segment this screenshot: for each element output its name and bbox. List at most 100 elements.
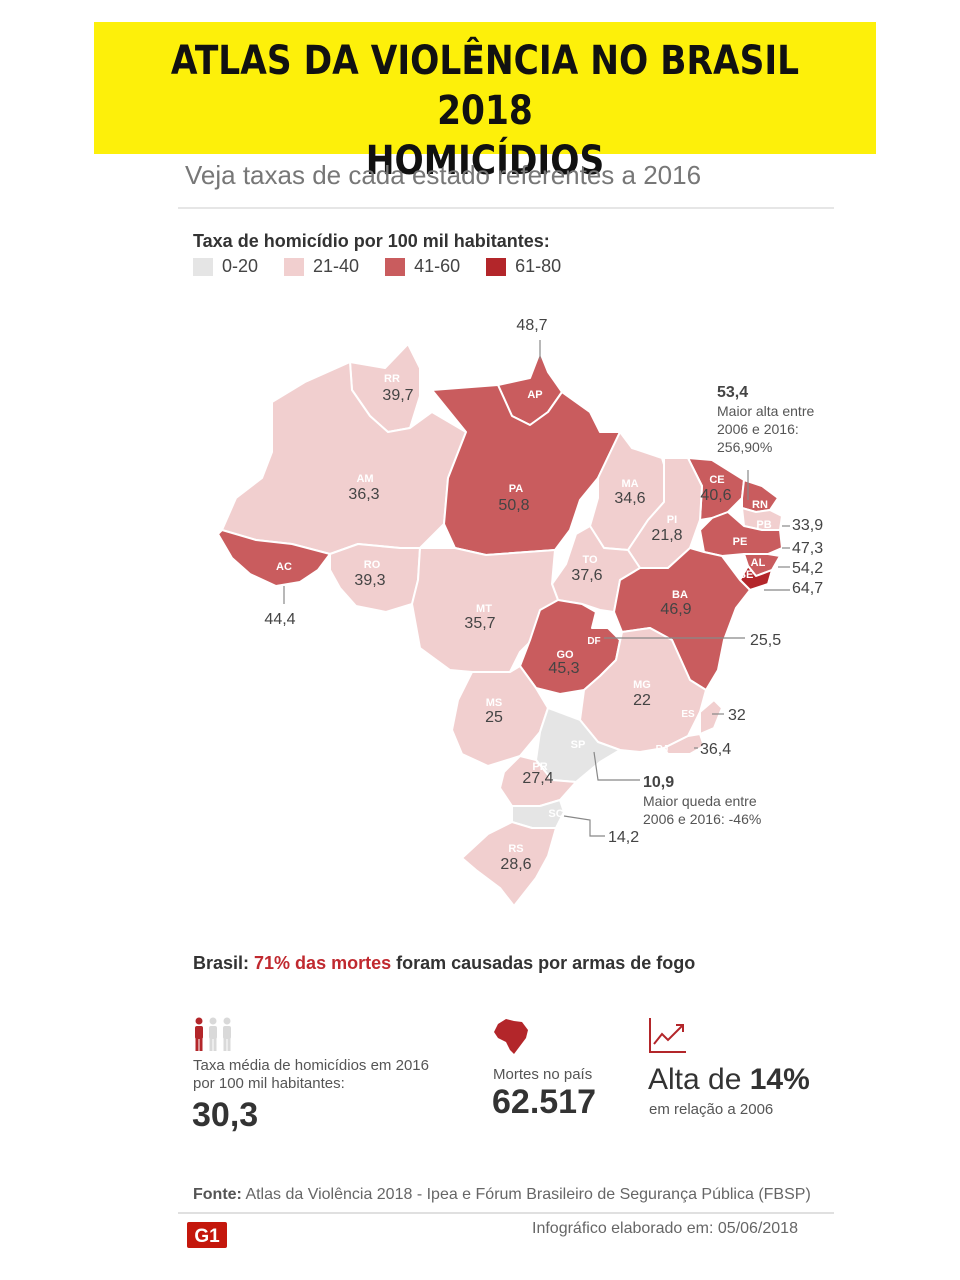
state-rate-pi: 21,8 bbox=[651, 527, 682, 544]
state-abbr-rj: RJ bbox=[656, 744, 669, 755]
legend-label: 41-60 bbox=[414, 256, 461, 276]
legend-label: 0-20 bbox=[222, 256, 259, 276]
state-ms bbox=[451, 665, 549, 767]
state-abbr-pe: PE bbox=[733, 536, 748, 548]
state-abbr-am: AM bbox=[356, 473, 373, 485]
state-rate-pr: 27,4 bbox=[522, 770, 553, 787]
deaths-value: 62.517 bbox=[492, 1083, 596, 1121]
state-abbr-se: SE bbox=[739, 569, 754, 581]
state-rate-pe: 47,3 bbox=[792, 540, 823, 557]
brazil-map-icon bbox=[494, 1019, 528, 1054]
legend-swatch bbox=[284, 257, 305, 276]
avg-rate-label-2: por 100 mil habitantes: bbox=[193, 1075, 345, 1092]
state-abbr-mt: MT bbox=[476, 603, 492, 615]
avg-rate-value: 30,3 bbox=[192, 1096, 259, 1134]
state-mg bbox=[579, 627, 707, 753]
banner-subtitle: HOMICÍDIOS bbox=[365, 138, 605, 184]
state-rate-am: 36,3 bbox=[348, 486, 379, 503]
state-rate-sc: 14,2 bbox=[608, 829, 639, 846]
state-rs bbox=[461, 821, 557, 907]
state-mt bbox=[399, 547, 559, 673]
sp-note-line: 2006 e 2016: -46% bbox=[643, 811, 761, 827]
legend-label: 61-80 bbox=[515, 256, 562, 276]
state-rate-rn: 53,4 bbox=[717, 384, 748, 401]
state-abbr-ap: AP bbox=[527, 389, 542, 401]
rn-note-line: 2006 e 2016: bbox=[717, 421, 799, 437]
state-rate-mt: 35,7 bbox=[464, 615, 495, 632]
state-es bbox=[699, 699, 723, 735]
state-rate-ro: 39,3 bbox=[354, 572, 385, 589]
state-rate-sp: 10,9 bbox=[643, 774, 674, 791]
source-text: Atlas da Violência 2018 - Ipea e Fórum B… bbox=[241, 1186, 811, 1203]
legend-label: 21-40 bbox=[313, 256, 360, 276]
state-abbr-rn: RN bbox=[752, 499, 768, 511]
rise-headline: Alta de 14% bbox=[648, 1063, 810, 1097]
state-abbr-rs: RS bbox=[508, 843, 523, 855]
state-abbr-ro: RO bbox=[364, 559, 381, 571]
divider bbox=[178, 207, 834, 209]
deaths-label: Mortes no país bbox=[493, 1066, 593, 1083]
state-rate-ap: 48,7 bbox=[516, 317, 547, 334]
rise-value: 14% bbox=[749, 1063, 810, 1096]
legend-item: 21-40 bbox=[284, 256, 359, 277]
state-rate-rr: 39,7 bbox=[382, 387, 413, 404]
state-abbr-pb: PB bbox=[756, 519, 771, 531]
state-abbr-pa: PA bbox=[509, 483, 524, 495]
state-rate-ma: 34,6 bbox=[614, 490, 645, 507]
rising-chart-icon bbox=[649, 1018, 686, 1053]
state-abbr-pr: PR bbox=[532, 761, 547, 773]
source-label: Fonte: bbox=[193, 1186, 242, 1203]
rise-prefix: Alta de bbox=[648, 1063, 750, 1096]
legend: 0-20 21-40 41-60 61-80 bbox=[193, 256, 587, 277]
firearms-note: Brasil: 71% das mortes foram causadas po… bbox=[193, 953, 695, 974]
state-abbr-al: AL bbox=[751, 557, 766, 569]
legend-swatch bbox=[385, 257, 406, 276]
state-abbr-pi: PI bbox=[667, 514, 677, 526]
footer-divider bbox=[178, 1212, 834, 1214]
state-rate-rs: 28,6 bbox=[500, 856, 531, 873]
state-abbr-mg: MG bbox=[633, 679, 651, 691]
state-rate-se: 64,7 bbox=[792, 580, 823, 597]
state-abbr-ba: BA bbox=[672, 589, 688, 601]
state-abbr-to: TO bbox=[582, 554, 598, 566]
state-abbr-rr: RR bbox=[384, 373, 400, 385]
legend-swatch bbox=[486, 257, 507, 276]
state-rate-ms: 25 bbox=[485, 709, 503, 726]
state-rate-mg: 22 bbox=[633, 692, 651, 709]
state-rate-es: 32 bbox=[728, 707, 746, 724]
state-rate-al: 54,2 bbox=[792, 560, 823, 577]
state-rate-rj: 36,4 bbox=[700, 741, 731, 758]
state-rate-to: 37,6 bbox=[571, 567, 602, 584]
state-abbr-df: DF bbox=[587, 636, 600, 647]
leader-line-sc bbox=[563, 815, 605, 837]
g1-logo: G1 bbox=[187, 1222, 227, 1248]
rn-note-line: 256,90% bbox=[717, 439, 772, 455]
state-abbr-es: ES bbox=[681, 709, 695, 720]
people-icon bbox=[195, 1017, 231, 1051]
state-abbr-sc: SC bbox=[548, 808, 563, 820]
state-am bbox=[221, 361, 467, 555]
state-abbr-ac: AC bbox=[276, 561, 292, 573]
firearms-prefix: Brasil: bbox=[193, 953, 255, 973]
state-rate-ac: 44,4 bbox=[264, 611, 295, 628]
state-abbr-ce: CE bbox=[709, 474, 724, 486]
state-abbr-ms: MS bbox=[486, 697, 503, 709]
state-rate-pa: 50,8 bbox=[498, 497, 529, 514]
state-abbr-sp: SP bbox=[571, 739, 586, 751]
rise-label: em relação a 2006 bbox=[649, 1101, 774, 1118]
banner-title: ATLAS DA VIOLÊNCIA NO BRASIL 2018 bbox=[170, 38, 800, 134]
state-rate-pb: 33,9 bbox=[792, 517, 823, 534]
avg-rate-label-1: Taxa média de homicídios em 2016 bbox=[193, 1057, 429, 1074]
state-rate-df: 25,5 bbox=[750, 632, 781, 649]
state-rate-ba: 46,9 bbox=[660, 601, 691, 618]
state-abbr-go: GO bbox=[556, 649, 574, 661]
title-banner: ATLAS DA VIOLÊNCIA NO BRASIL 2018 HOMICÍ… bbox=[94, 22, 876, 184]
page-subtitle: Veja taxas de cada estado referentes a 2… bbox=[185, 160, 702, 190]
state-abbr-ma: MA bbox=[621, 478, 638, 490]
rn-note-line: Maior alta entre bbox=[717, 403, 814, 419]
g1-logo-text: G1 bbox=[194, 1226, 220, 1247]
firearms-suffix: foram causadas por armas de fogo bbox=[391, 953, 696, 973]
state-rate-go: 45,3 bbox=[548, 660, 579, 677]
state-rj bbox=[663, 733, 705, 755]
